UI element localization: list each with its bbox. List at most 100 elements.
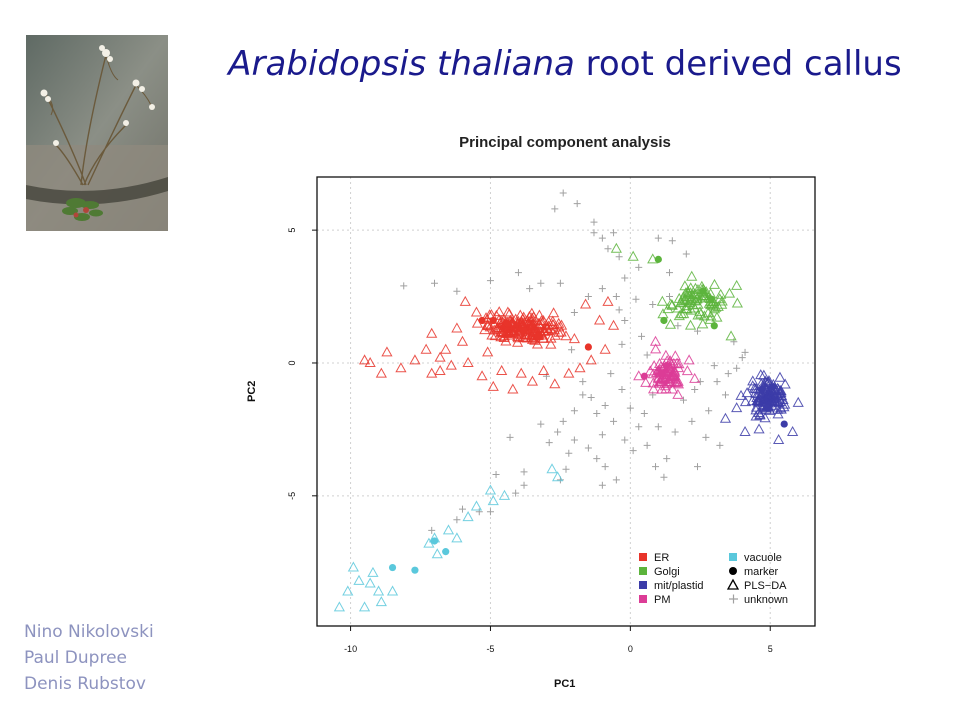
- mit-plastid-pls-da-point: [755, 369, 767, 380]
- unknown-point: [559, 417, 567, 425]
- unknown-point: [621, 316, 629, 324]
- er-pls-da-point: [579, 298, 592, 309]
- author-list: Nino Nikolovski Paul Dupree Denis Rubsto…: [24, 619, 154, 697]
- pm-pls-da-point: [650, 343, 662, 354]
- golgi-pls-da-point: [723, 287, 736, 298]
- unknown-point: [702, 433, 710, 441]
- unknown-point: [520, 481, 528, 489]
- mit-plastid-pls-da-point: [739, 396, 752, 407]
- er-pls-da-point: [426, 367, 438, 378]
- er-pls-da-point: [487, 380, 499, 391]
- pm-pls-da-point: [648, 360, 660, 371]
- legend-swatch: [639, 595, 647, 603]
- unknown-point: [520, 468, 528, 476]
- unknown-point: [705, 407, 713, 415]
- mit-plastid-pls-da-point: [764, 391, 776, 402]
- er-pls-da-point: [607, 319, 620, 330]
- er-marker-point: [478, 316, 486, 325]
- er-pls-da-point: [553, 321, 565, 332]
- golgi-pls-da-point: [731, 297, 743, 308]
- er-pls-da-point: [519, 331, 532, 342]
- vacuole-pls-da-point: [462, 511, 474, 522]
- unknown-point: [632, 295, 640, 303]
- vacuole-pls-da-point: [347, 561, 359, 572]
- vacuole-pls-da-point: [498, 489, 511, 500]
- golgi-pls-da-point: [689, 282, 702, 293]
- er-pls-da-point: [486, 329, 498, 340]
- unknown-point: [551, 205, 559, 213]
- unknown-point: [579, 391, 587, 399]
- unknown-point: [514, 269, 522, 277]
- er-pls-da-point: [535, 315, 548, 326]
- unknown-point: [512, 489, 520, 497]
- pm-pls-da-point: [664, 376, 676, 387]
- unknown-point: [654, 423, 662, 431]
- x-tick-label: -5: [486, 644, 494, 654]
- er-marker-point: [584, 343, 592, 351]
- mit-plastid-pls-da-point: [755, 390, 767, 401]
- unknown-point: [638, 332, 646, 340]
- x-tick-label: 5: [768, 644, 773, 654]
- unknown-point: [545, 439, 553, 447]
- er-pls-da-point: [503, 329, 515, 340]
- unknown-point: [680, 396, 688, 404]
- unknown-point: [486, 277, 494, 285]
- legend-label: mit/plastid: [654, 580, 704, 592]
- y-tick-label: -5: [287, 492, 297, 500]
- y-tick-label: 0: [287, 360, 297, 365]
- unknown-point: [601, 401, 609, 409]
- er-pls-da-point: [456, 335, 469, 346]
- slide-title-species: Arabidopsis thaliana: [228, 44, 575, 84]
- er-pls-da-point: [545, 332, 557, 343]
- unknown-point: [741, 348, 749, 356]
- golgi-pls-da-point: [711, 311, 723, 322]
- er-pls-da-point: [568, 333, 580, 344]
- unknown-point: [453, 516, 461, 524]
- er-pls-da-point: [482, 346, 494, 357]
- unknown-point: [562, 465, 570, 473]
- golgi-pls-da-point: [627, 250, 639, 261]
- axes: -10 -5 0 5 -5 0 5: [287, 228, 773, 654]
- y-tick-label: 5: [287, 228, 297, 233]
- er-pls-da-point: [358, 354, 371, 365]
- golgi-pls-da-point: [704, 313, 716, 324]
- unknown-point: [615, 306, 623, 314]
- unknown-point: [724, 370, 732, 378]
- er-pls-da-point: [451, 322, 463, 333]
- legend-label: vacuole: [744, 552, 782, 564]
- author-name: Nino Nikolovski: [24, 622, 154, 642]
- mit-plastid-pls-da-point: [787, 426, 799, 437]
- pm-pls-da-point: [640, 376, 652, 387]
- pm-pls-da-point: [649, 335, 662, 346]
- mit-plastid-pls-da-point: [758, 369, 770, 380]
- unknown-point: [537, 420, 545, 428]
- mit-plastid-pls-da-point: [755, 388, 767, 399]
- er-pls-da-point: [375, 367, 387, 378]
- er-pls-da-point: [381, 346, 393, 357]
- unknown-point: [688, 417, 696, 425]
- unknown-point: [738, 354, 746, 362]
- er-pls-da-point: [527, 327, 539, 338]
- legend-label: unknown: [744, 594, 788, 606]
- unknown-point: [674, 322, 682, 330]
- vacuole-pls-da-point: [431, 548, 443, 559]
- er-pls-da-point: [548, 324, 561, 335]
- pm-pls-da-point: [671, 357, 683, 368]
- x-tick-label: 0: [628, 644, 633, 654]
- er-pls-da-point: [476, 370, 488, 381]
- unknown-point: [710, 362, 718, 370]
- golgi-pls-da-point: [682, 285, 694, 296]
- mit-plastid-pls-da-point: [719, 412, 732, 423]
- vacuole-pls-da-point: [552, 471, 564, 482]
- unknown-point: [610, 417, 618, 425]
- er-pls-da-point: [462, 356, 474, 367]
- mit-plastid-pls-da-point: [773, 433, 785, 445]
- golgi-pls-da-point: [699, 289, 711, 300]
- er-pls-da-point: [574, 362, 586, 373]
- golgi-pls-da-point: [686, 270, 698, 281]
- er-pls-da-point: [585, 354, 597, 365]
- pm-pls-da-point: [683, 354, 695, 365]
- pm-pls-da-point: [681, 365, 694, 376]
- vacuole-pls-da-point: [375, 596, 387, 607]
- chart-title: Principal component analysis: [459, 134, 671, 151]
